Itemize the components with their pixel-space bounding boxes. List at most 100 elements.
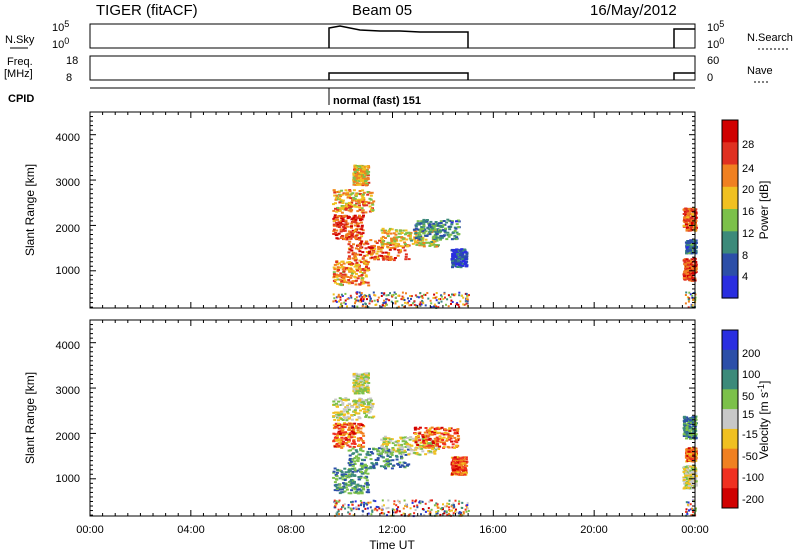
heatmap-cell — [428, 223, 432, 226]
heatmap-cell — [336, 416, 339, 419]
heatmap-cell — [364, 456, 368, 459]
heatmap-cell — [359, 449, 363, 452]
heatmap-cell — [459, 253, 463, 256]
heatmap-cell — [357, 179, 361, 182]
heatmap-cell — [690, 264, 694, 267]
heatmap-cell — [377, 450, 381, 453]
heatmap-cell — [349, 193, 353, 196]
heatmap-cell — [690, 428, 694, 431]
heatmap-cell — [359, 475, 363, 478]
heatmap-cell — [462, 512, 465, 515]
heatmap-cell — [338, 397, 342, 400]
heatmap-cell — [335, 402, 338, 405]
heatmap-cell — [392, 246, 396, 249]
heatmap-cell — [691, 214, 695, 217]
heatmap-cell — [350, 222, 354, 225]
heatmap-cell — [341, 225, 345, 228]
heatmap-cell — [369, 458, 373, 461]
heatmap-cell — [336, 424, 340, 427]
heatmap-cell — [359, 300, 361, 303]
heatmap-cell — [431, 440, 435, 443]
velocity-scatter-cells — [332, 372, 698, 518]
heatmap-cell — [453, 446, 456, 449]
heatmap-cell — [429, 220, 433, 223]
heatmap-cell — [362, 198, 366, 201]
heatmap-cell — [430, 306, 433, 309]
heatmap-cell — [694, 468, 698, 471]
heatmap-cell — [386, 258, 390, 261]
heatmap-cell — [439, 234, 443, 237]
heatmap-cell — [419, 292, 422, 295]
heatmap-cell — [393, 444, 397, 447]
heatmap-cell — [354, 183, 358, 186]
heatmap-cell — [397, 232, 401, 235]
heatmap-cell — [343, 503, 346, 506]
heatmap-cell — [461, 456, 465, 459]
heatmap-cell — [343, 467, 347, 470]
heatmap-cell — [337, 441, 341, 444]
heatmap-cell — [404, 255, 408, 258]
heatmap-cell — [694, 433, 698, 436]
heatmap-cell — [427, 297, 430, 300]
heatmap-cell — [400, 443, 404, 446]
heatmap-cell — [369, 239, 373, 242]
heatmap-cell — [369, 406, 373, 409]
heatmap-cell — [375, 252, 379, 255]
heatmap-cell — [387, 499, 390, 502]
heatmap-cell — [415, 223, 419, 226]
heatmap-cell — [427, 430, 431, 432]
heatmap-cell — [694, 267, 698, 270]
heatmap-cell — [380, 306, 383, 308]
heatmap-cell — [358, 468, 362, 471]
heatmap-cell — [388, 452, 392, 455]
heatmap-cell — [403, 442, 407, 445]
heatmap-cell — [378, 507, 381, 510]
heatmap-cell — [435, 427, 439, 430]
heatmap-cell — [362, 434, 366, 437]
heatmap-cell — [422, 244, 426, 246]
heatmap-cell — [349, 480, 353, 483]
heatmap-cell — [414, 232, 418, 235]
heatmap-cell — [350, 418, 354, 421]
heatmap-cell — [334, 218, 338, 221]
heatmap-cell — [688, 212, 691, 215]
heatmap-cell — [349, 197, 353, 200]
heatmap-cell — [332, 223, 336, 226]
heatmap-cell — [458, 306, 461, 309]
heatmap-cell — [355, 405, 359, 408]
heatmap-cell — [685, 218, 688, 221]
heatmap-cell — [421, 230, 425, 233]
heatmap-cell — [401, 453, 405, 455]
heatmap-cell — [430, 430, 433, 433]
heatmap-cell — [347, 233, 351, 235]
heatmap-cell — [688, 482, 691, 485]
heatmap-cell — [404, 453, 408, 456]
heatmap-cell — [389, 292, 391, 295]
heatmap-cell — [350, 201, 354, 204]
heatmap-cell — [461, 469, 465, 472]
heatmap-cell — [343, 192, 347, 195]
heatmap-cell — [450, 258, 454, 261]
heatmap-cell — [685, 449, 689, 452]
xtick-1600: 16:00 — [479, 524, 507, 536]
heatmap-cell — [437, 427, 441, 430]
heatmap-cell — [358, 291, 361, 294]
heatmap-cell — [436, 222, 440, 225]
heatmap-cell — [352, 431, 355, 434]
heatmap-cell — [400, 456, 404, 459]
heatmap-cell — [358, 387, 362, 390]
heatmap-cell — [377, 296, 380, 299]
heatmap-cell — [417, 427, 421, 430]
heatmap-cell — [368, 410, 372, 413]
heatmap-cell — [377, 245, 380, 248]
heatmap-cell — [392, 236, 396, 239]
heatmap-cell — [351, 305, 354, 308]
heatmap-cell — [357, 299, 360, 302]
heatmap-cell — [688, 259, 692, 262]
heatmap-cell — [443, 431, 447, 434]
heatmap-cell — [345, 281, 349, 284]
heatmap-cell — [355, 192, 359, 195]
heatmap-cell — [353, 224, 357, 227]
heatmap-cell — [333, 445, 337, 448]
heatmap-cell — [686, 476, 690, 479]
